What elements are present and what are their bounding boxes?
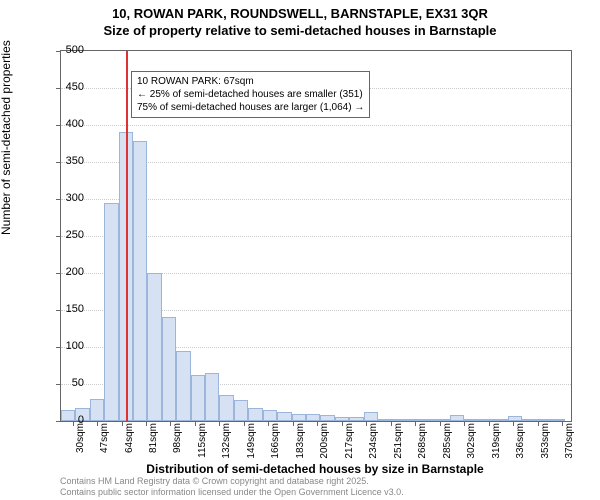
histogram-bar: [522, 419, 536, 421]
xtick-label: 115sqm: [197, 423, 208, 463]
xtick-mark: [440, 421, 441, 426]
footer-line-1: Contains HM Land Registry data © Crown c…: [60, 476, 404, 487]
histogram-bar: [320, 415, 334, 421]
xtick-mark: [538, 421, 539, 426]
chart-title-block: 10, ROWAN PARK, ROUNDSWELL, BARNSTAPLE, …: [0, 0, 600, 40]
title-line-1: 10, ROWAN PARK, ROUNDSWELL, BARNSTAPLE, …: [0, 6, 600, 23]
histogram-bar: [162, 317, 176, 421]
histogram-bar: [277, 412, 291, 421]
xtick-label: 183sqm: [295, 423, 306, 463]
histogram-bar: [191, 375, 205, 421]
xtick-mark: [391, 421, 392, 426]
histogram-bar: [407, 419, 421, 421]
xtick-label: 30sqm: [75, 423, 86, 463]
ytick-label: 450: [44, 81, 84, 93]
histogram-bar: [90, 399, 104, 421]
ytick-label: 300: [44, 192, 84, 204]
histogram-bar: [248, 408, 262, 421]
xtick-label: 47sqm: [99, 423, 110, 463]
xtick-mark: [342, 421, 343, 426]
ytick-label: 100: [44, 340, 84, 352]
histogram-bar: [436, 419, 450, 421]
histogram-bar: [219, 395, 233, 421]
histogram-bar: [450, 415, 464, 421]
xtick-label: 336sqm: [515, 423, 526, 463]
y-axis-label: Number of semi-detached properties: [0, 40, 13, 235]
title-line-2: Size of property relative to semi-detach…: [0, 23, 600, 40]
histogram-bar: [292, 414, 306, 421]
xtick-label: 64sqm: [124, 423, 135, 463]
xtick-label: 302sqm: [466, 423, 477, 463]
footer-line-2: Contains public sector information licen…: [60, 487, 404, 498]
annotation-box: 10 ROWAN PARK: 67sqm ← 25% of semi-detac…: [131, 71, 370, 118]
histogram-bar: [234, 400, 248, 421]
ytick-label: 150: [44, 303, 84, 315]
xtick-label: 166sqm: [270, 423, 281, 463]
annotation-line-2: ← 25% of semi-detached houses are smalle…: [137, 88, 364, 101]
xtick-label: 370sqm: [564, 423, 575, 463]
histogram-bar: [479, 419, 493, 421]
xtick-mark: [244, 421, 245, 426]
ytick-label: 400: [44, 118, 84, 130]
xtick-label: 217sqm: [344, 423, 355, 463]
histogram-bar: [493, 419, 507, 421]
histogram-bar: [306, 414, 320, 421]
histogram-bar: [133, 141, 147, 421]
grid-line: [61, 125, 571, 126]
xtick-label: 81sqm: [148, 423, 159, 463]
xtick-label: 234sqm: [368, 423, 379, 463]
xtick-label: 132sqm: [221, 423, 232, 463]
histogram-bar: [421, 419, 435, 421]
histogram-bar: [508, 416, 522, 421]
xtick-label: 353sqm: [540, 423, 551, 463]
annotation-line-3: 75% of semi-detached houses are larger (…: [137, 101, 364, 114]
histogram-bar: [349, 417, 363, 421]
histogram-bar: [205, 373, 219, 421]
xtick-label: 98sqm: [172, 423, 183, 463]
xtick-label: 251sqm: [393, 423, 404, 463]
ytick-label: 500: [44, 44, 84, 56]
xtick-label: 285sqm: [442, 423, 453, 463]
histogram-bar: [364, 412, 378, 421]
footer-attribution: Contains HM Land Registry data © Crown c…: [60, 476, 404, 498]
xtick-label: 200sqm: [319, 423, 330, 463]
property-marker-line: [126, 51, 128, 421]
xtick-mark: [97, 421, 98, 426]
xtick-mark: [195, 421, 196, 426]
histogram-bar: [263, 410, 277, 421]
xtick-mark: [293, 421, 294, 426]
annotation-line-1: 10 ROWAN PARK: 67sqm: [137, 75, 364, 88]
xtick-mark: [122, 421, 123, 426]
histogram-bar: [147, 273, 161, 421]
ytick-label: 0: [44, 414, 84, 426]
x-axis-label: Distribution of semi-detached houses by …: [60, 462, 570, 476]
xtick-label: 268sqm: [417, 423, 428, 463]
histogram-bar: [392, 419, 406, 421]
xtick-label: 319sqm: [491, 423, 502, 463]
xtick-mark: [146, 421, 147, 426]
histogram-bar: [464, 419, 478, 421]
histogram-bar: [104, 203, 118, 421]
ytick-label: 50: [44, 377, 84, 389]
xtick-label: 149sqm: [246, 423, 257, 463]
ytick-label: 250: [44, 229, 84, 241]
chart-container: 10, ROWAN PARK, ROUNDSWELL, BARNSTAPLE, …: [0, 0, 600, 500]
ytick-label: 200: [44, 266, 84, 278]
plot-area: 30sqm47sqm64sqm81sqm98sqm115sqm132sqm149…: [60, 50, 572, 422]
histogram-bar: [176, 351, 190, 421]
xtick-mark: [489, 421, 490, 426]
ytick-label: 350: [44, 155, 84, 167]
